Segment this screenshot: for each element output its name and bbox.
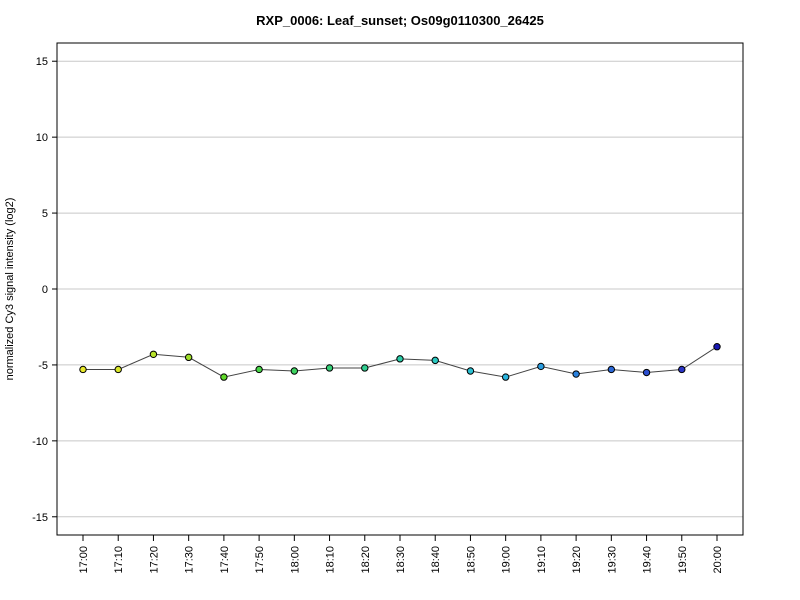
x-tick-label: 18:40 [430,546,442,574]
x-tick-label: 19:30 [606,546,618,574]
x-tick-label: 17:40 [219,546,231,574]
data-point [713,343,721,351]
data-point [431,356,439,365]
data-point [642,368,651,377]
x-tick-label: 18:00 [289,546,301,574]
data-point [466,367,475,375]
data-point [149,350,158,358]
x-tick-label: 20:00 [712,546,724,574]
x-tick-label: 17:20 [148,546,160,574]
y-tick-label: 5 [42,208,48,220]
data-point [255,365,263,374]
data-point [678,365,686,374]
y-tick-label: 0 [42,284,48,296]
data-point [361,364,369,372]
data-point [325,364,334,372]
x-tick-label: 18:50 [465,546,477,574]
y-axis: 15 10 5 0 -5 -10 -15 [32,56,57,524]
y-tick-label: -15 [32,512,48,524]
x-tick-label: 19:50 [677,546,689,574]
x-tick-label: 18:30 [395,546,407,574]
x-tick-label: 18:10 [325,546,337,574]
data-point [607,365,616,374]
data-points [79,343,721,381]
x-tick-label: 17:30 [184,546,196,574]
data-point [572,370,580,378]
grid-lines [57,60,743,518]
x-tick-label: 18:20 [360,546,372,574]
y-tick-label: 10 [36,132,48,144]
x-tick-label: 17:50 [254,546,266,574]
data-point [79,365,87,374]
chart-title: RXP_0006: Leaf_sunset; Os09g0110300_2642… [256,13,544,28]
y-tick-label: -10 [32,436,48,448]
y-tick-label: -5 [38,360,48,372]
x-axis: 17:00 17:10 17:20 17:30 17:40 17:50 18:00 18:10… [78,534,724,574]
x-tick-label: 19:00 [501,546,513,574]
data-point [184,353,193,362]
x-tick-label: 19:40 [642,546,654,574]
x-tick-label: 19:10 [536,546,548,574]
y-axis-label: normalized Cy3 signal intensity (log2) [4,198,16,381]
data-point [220,373,228,381]
x-tick-label: 17:10 [113,546,125,574]
data-point [114,365,122,374]
data-point [396,355,404,363]
data-point [501,373,510,381]
x-tick-label: 17:00 [78,546,90,574]
x-tick-label: 19:20 [571,546,583,574]
data-point [290,367,299,375]
y-tick-label: 15 [36,56,48,68]
data-point [537,362,545,371]
